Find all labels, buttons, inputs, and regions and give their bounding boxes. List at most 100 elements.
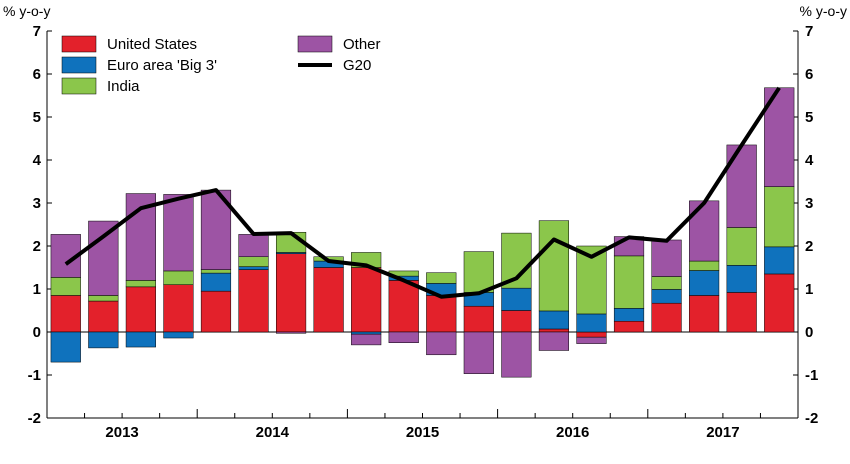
bar-segment xyxy=(764,186,795,248)
bar-segment xyxy=(388,331,419,343)
x-tick-label: 2015 xyxy=(406,424,439,441)
legend-swatch xyxy=(297,35,333,53)
legend-swatch xyxy=(61,77,97,95)
bar-segment xyxy=(538,310,570,330)
legend: United States Other Euro area 'Big 3' G20 In… xyxy=(61,35,381,95)
y-tick-label-right: 2 xyxy=(805,238,813,255)
y-tick-label-left: 2 xyxy=(33,238,41,255)
legend-label: India xyxy=(107,78,140,95)
bar-segment xyxy=(88,220,119,296)
bar-segment xyxy=(463,305,494,333)
bar-segment xyxy=(576,313,607,333)
bar-segment xyxy=(651,239,682,277)
bar-segment xyxy=(651,289,682,304)
y-tick-label-right: -1 xyxy=(805,367,818,384)
bar-segment xyxy=(388,280,419,333)
bar-segment xyxy=(125,280,156,288)
bar-segment xyxy=(351,331,382,335)
bar-segment xyxy=(689,270,720,296)
bar-segment xyxy=(125,331,156,348)
y-tick-label-left: -1 xyxy=(28,367,41,384)
bar-segment xyxy=(501,287,532,311)
bar-segment xyxy=(50,331,81,363)
bar-segment xyxy=(463,331,494,374)
bar-segment xyxy=(88,300,119,333)
bar-segment xyxy=(613,308,645,322)
legend-swatch xyxy=(61,35,97,53)
bar-segment xyxy=(689,295,720,333)
y-tick-label-left: 4 xyxy=(33,152,42,169)
bar-segment xyxy=(689,200,720,262)
bar-segment xyxy=(50,295,81,333)
bar-segment xyxy=(538,331,570,351)
bar-segment xyxy=(501,310,532,333)
bar-segment xyxy=(538,328,570,333)
bar-segment xyxy=(275,331,307,334)
y-tick-label-left: -2 xyxy=(28,410,41,427)
bar-segment xyxy=(764,246,795,275)
y-tick-label-right: 7 xyxy=(805,23,813,40)
bar-segment xyxy=(163,284,194,333)
bar-segment xyxy=(576,331,607,338)
bar-segment xyxy=(50,277,81,296)
y-tick-label-left: 0 xyxy=(33,324,41,341)
legend-label: United States xyxy=(107,36,197,53)
bar-segment xyxy=(163,194,194,272)
legend-label: G20 xyxy=(343,57,371,74)
y-tick-label-left: 7 xyxy=(33,23,41,40)
bar-segment xyxy=(726,265,757,293)
g20-line xyxy=(64,86,781,299)
y-tick-label-left: 1 xyxy=(33,281,41,298)
y-tick-label-left: 3 xyxy=(33,195,41,212)
bar-segment xyxy=(426,295,457,333)
bar-segment xyxy=(275,253,307,333)
bar-segment xyxy=(764,273,795,333)
legend-label: Other xyxy=(343,36,381,53)
bar-segment xyxy=(351,333,382,346)
line-layer xyxy=(64,86,781,299)
y-tick-label-right: 0 xyxy=(805,324,813,341)
bar-segment xyxy=(238,266,269,270)
bar-segment xyxy=(125,286,156,333)
bar-segment xyxy=(726,292,757,333)
bar-segment xyxy=(351,267,382,333)
axes-layer: -2 -2 -1 -1 0 0 1 1 2 2 3 3 4 4 5 5 6 6 7 7 2013 2014 2015 2016… xyxy=(28,23,819,441)
bar-segment xyxy=(200,290,232,333)
x-tick-label: 2014 xyxy=(256,424,290,441)
y-tick-label-right: 1 xyxy=(805,281,813,298)
bar-segment xyxy=(238,256,269,267)
bar-segment xyxy=(238,269,269,333)
bar-segment xyxy=(200,269,232,274)
bar-segment xyxy=(613,321,645,333)
bar-segment xyxy=(313,267,344,333)
bar-segment xyxy=(426,272,457,284)
bars-layer xyxy=(50,87,795,378)
x-tick-label: 2017 xyxy=(706,424,739,441)
bar-segment xyxy=(689,260,720,271)
y-tick-label-right: 5 xyxy=(805,109,813,126)
bar-segment xyxy=(426,331,457,356)
y-unit-label-right: % y-o-y xyxy=(800,3,847,19)
y-tick-label-right: -2 xyxy=(805,410,818,427)
bar-segment xyxy=(538,220,570,312)
y-unit-label-left: % y-o-y xyxy=(3,3,50,19)
bar-segment xyxy=(501,331,532,378)
bar-segment xyxy=(238,234,269,257)
bar-segment xyxy=(200,272,232,292)
y-tick-label-right: 4 xyxy=(805,152,814,169)
bar-segment xyxy=(651,276,682,290)
bar-segment xyxy=(576,336,607,344)
bar-segment xyxy=(163,270,194,285)
bar-segment xyxy=(726,227,757,266)
bar-segment xyxy=(88,295,119,302)
bar-segment xyxy=(88,331,119,349)
bar-segment xyxy=(613,255,645,309)
bar-segment xyxy=(163,331,194,339)
y-tick-label-right: 6 xyxy=(805,66,813,83)
legend-label: Euro area 'Big 3' xyxy=(107,57,217,74)
y-tick-label-left: 5 xyxy=(33,109,41,126)
x-tick-label: 2016 xyxy=(556,424,589,441)
x-tick-label: 2013 xyxy=(105,424,138,441)
bar-segment xyxy=(726,144,757,228)
